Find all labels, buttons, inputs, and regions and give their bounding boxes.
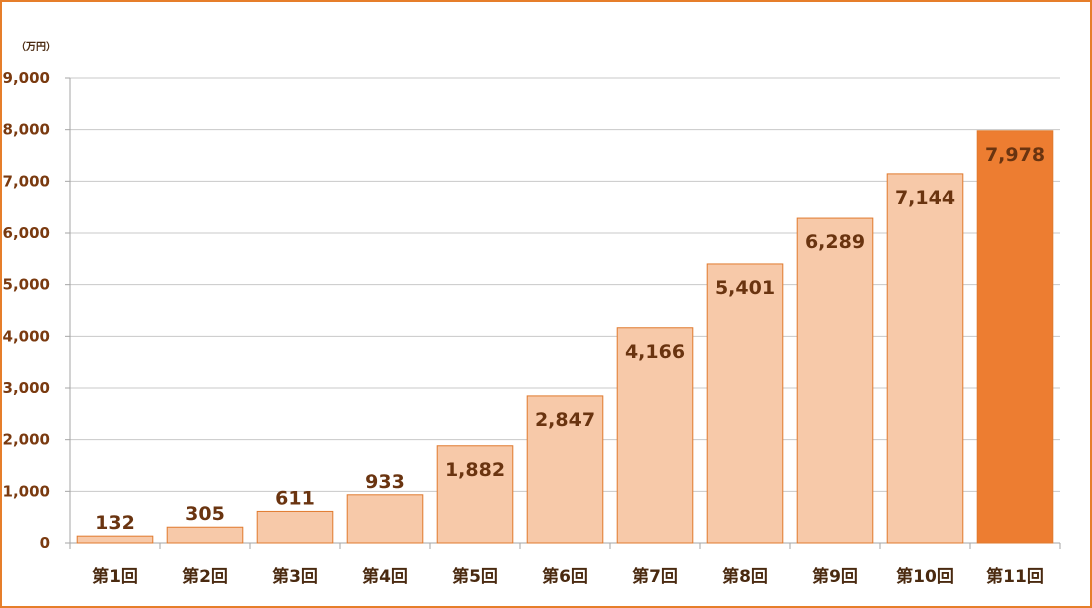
y-axis-unit-label: （万円）	[16, 40, 56, 53]
bar	[616, 327, 694, 544]
data-label: 5,401	[715, 277, 775, 299]
data-label: 6,289	[805, 231, 865, 253]
bar	[886, 173, 964, 544]
y-tick-label: 0	[40, 534, 50, 552]
y-tick-label: 4,000	[3, 327, 50, 345]
bar	[976, 130, 1054, 544]
data-label: 1,882	[445, 459, 505, 481]
bar	[346, 494, 424, 544]
y-tick-label: 2,000	[3, 431, 50, 449]
x-tick-label: 第2回	[182, 566, 228, 587]
y-tick-label: 7,000	[3, 172, 50, 190]
data-label: 132	[95, 512, 135, 534]
data-label: 2,847	[535, 409, 595, 431]
y-tick-label: 9,000	[3, 69, 50, 87]
y-tick-label: 5,000	[3, 276, 50, 294]
x-tick-label: 第9回	[812, 566, 858, 587]
bar	[166, 526, 244, 544]
bar	[76, 535, 154, 544]
y-tick-label: 6,000	[3, 224, 50, 242]
x-tick-label: 第11回	[986, 566, 1044, 587]
data-label: 611	[275, 487, 315, 509]
y-tick-label: 8,000	[3, 121, 50, 139]
bar	[706, 263, 784, 544]
data-label: 7,978	[985, 144, 1045, 166]
data-label: 7,144	[895, 187, 955, 209]
bar	[526, 395, 604, 544]
x-tick-label: 第3回	[272, 566, 318, 587]
data-label: 4,166	[625, 341, 685, 363]
x-tick-label: 第5回	[452, 566, 498, 587]
bar	[256, 510, 334, 544]
x-tick-label: 第6回	[542, 566, 588, 587]
y-tick-label: 1,000	[3, 482, 50, 500]
x-tick-label: 第7回	[632, 566, 678, 587]
x-tick-label: 第10回	[896, 566, 954, 587]
data-label: 305	[185, 503, 225, 525]
x-tick-label: 第8回	[722, 566, 768, 587]
x-tick-label: 第1回	[92, 566, 138, 587]
y-tick-label: 3,000	[3, 379, 50, 397]
x-tick-label: 第4回	[362, 566, 408, 587]
bar	[436, 445, 514, 544]
bar	[796, 217, 874, 544]
data-label: 933	[365, 471, 405, 493]
